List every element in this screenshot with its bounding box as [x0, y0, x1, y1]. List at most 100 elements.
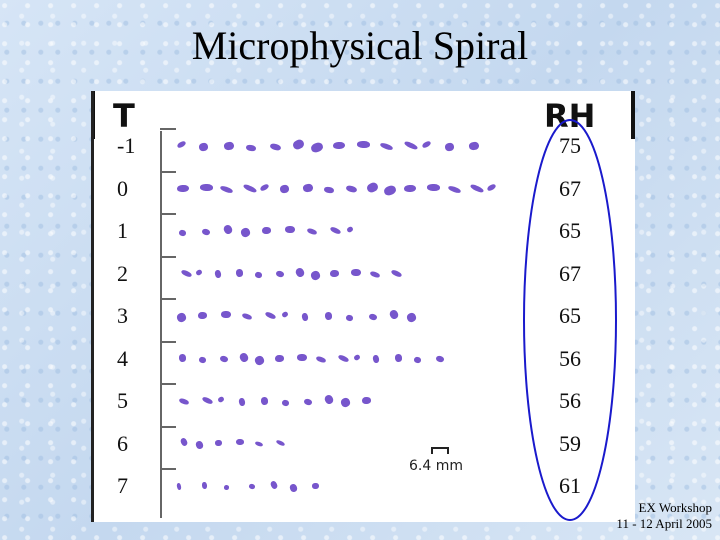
temperature-label: 0 [117, 175, 128, 201]
temperature-label: -1 [117, 133, 136, 158]
crystal-particle [403, 140, 419, 151]
crystal-particle [323, 393, 335, 406]
crystal-particle [390, 268, 403, 278]
crystal-particle [350, 268, 361, 276]
crystal-particle [379, 141, 394, 152]
crystal-particle [486, 182, 497, 192]
crystal-particle [388, 308, 400, 321]
axis-tick [160, 255, 176, 258]
crystal-particle [413, 356, 422, 364]
crystal-particle [175, 311, 188, 324]
crystal-particle [372, 354, 380, 364]
rh-label: 61 [559, 473, 581, 498]
crystal-particle [293, 266, 306, 278]
rh-label: 59 [559, 430, 581, 456]
crystal-particle [180, 268, 193, 278]
crystal-particle [315, 354, 327, 364]
crystal-particle [309, 141, 325, 154]
rh-label: 56 [559, 345, 581, 371]
crystal-particle [237, 396, 246, 407]
crystal-particle [296, 353, 307, 361]
crystal-particle [254, 354, 266, 366]
crystal-particle [221, 223, 234, 236]
axis-tick [160, 383, 176, 385]
left-rule [91, 91, 94, 522]
temperature-label: 2 [117, 260, 128, 286]
temperature-label: 5 [117, 388, 128, 413]
crystal-particle [179, 437, 189, 447]
crystal-particle [394, 353, 403, 363]
axis-tick [160, 128, 176, 130]
temperature-header: T [113, 97, 135, 135]
crystal-particle [368, 312, 378, 321]
crystal-particle [241, 312, 253, 321]
crystal-particle [176, 184, 190, 192]
temperature-label: 4 [117, 345, 128, 371]
crystal-figure: T RH -1 75 0 67 1 65 2 67 3 65 4 56 5 56 6 59 7 61 6.4 mm [91, 91, 635, 522]
rh-label: 65 [559, 303, 581, 328]
crystal-particle [235, 438, 245, 446]
crystal-particle [340, 396, 352, 409]
crystal-particle [199, 183, 213, 191]
axis-tick [160, 213, 176, 215]
crystal-particle [323, 186, 335, 194]
crystal-particle [242, 182, 258, 194]
crystal-particle [219, 355, 229, 363]
scale-label: 6.4 mm [409, 458, 463, 474]
crystal-particle [281, 398, 290, 407]
crystal-particle [178, 228, 187, 237]
crystal-particle [235, 268, 244, 278]
crystal-particle [269, 479, 279, 490]
crystal-particle [247, 483, 256, 490]
crystal-particle [220, 310, 231, 319]
crystal-particle [198, 141, 210, 152]
axis-tick [160, 425, 176, 428]
rh-label: 65 [559, 218, 581, 243]
crystal-particle [197, 311, 208, 320]
crystal-particle [275, 439, 286, 447]
crystal-particle [346, 225, 354, 234]
footer-date: 11 - 12 April 2005 [616, 516, 712, 531]
crystal-particle [223, 484, 230, 491]
crystal-particle [238, 351, 250, 363]
crystal-particle [176, 140, 187, 149]
crystal-particle [332, 141, 346, 150]
crystal-particle [194, 440, 205, 450]
crystal-particle [178, 397, 190, 406]
crystal-particle [201, 395, 214, 406]
crystal-particle [223, 140, 235, 151]
crystal-particle [260, 396, 269, 405]
scale-bar [431, 447, 449, 454]
crystal-particle [259, 182, 270, 192]
crystal-particle [285, 225, 296, 234]
rh-highlight-ellipse [523, 119, 617, 521]
crystal-particle [404, 184, 417, 192]
crystal-particle [361, 396, 372, 405]
rh-label: 67 [559, 175, 581, 201]
axis-line [160, 131, 162, 518]
slide-title: Microphysical Spiral [191, 23, 529, 68]
crystal-particle [214, 439, 223, 447]
crystal-particle [302, 183, 314, 193]
temperature-label: 1 [117, 218, 128, 243]
crystal-particle [447, 184, 462, 194]
crystal-particle [305, 227, 318, 236]
crystal-particle [365, 180, 380, 194]
rh-label: 56 [559, 388, 581, 413]
crystal-particle [254, 440, 264, 448]
crystal-particle [426, 183, 441, 191]
rh-label: 75 [559, 133, 581, 158]
crystal-particle [176, 482, 182, 491]
crystal-particle [178, 353, 187, 363]
crystal-particle [469, 182, 485, 194]
crystal-particle [279, 184, 291, 194]
crystal-particle [337, 353, 350, 363]
crystal-particle [195, 268, 203, 276]
right-bracket [631, 91, 635, 139]
crystal-particle [239, 226, 252, 239]
crystal-particle [309, 269, 321, 281]
crystal-particle [329, 269, 339, 277]
crystal-particle [291, 138, 305, 151]
crystal-particle [245, 143, 257, 152]
crystal-particle [274, 354, 285, 362]
